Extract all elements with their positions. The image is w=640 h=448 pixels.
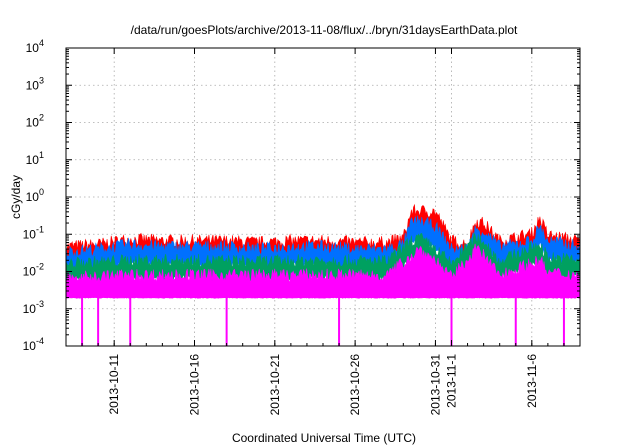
y-axis-label: cGy/day: [9, 175, 23, 219]
y-tick-label: 104: [26, 38, 44, 55]
x-tick-label: 2013-10-31: [428, 354, 442, 416]
y-tick-label: 10-3: [23, 299, 44, 316]
x-tick-label: 2013-10-11: [107, 354, 121, 415]
y-tick-label: 10-1: [23, 224, 44, 241]
x-tick-label: 2013-10-21: [268, 354, 282, 416]
x-axis-ticks: 2013-10-11 2013-10-16 2013-10-21 2013-10-26…: [81, 48, 565, 416]
x-tick-label: 2013-10-16: [188, 354, 202, 416]
x-tick-label: 2013-11-1: [445, 354, 459, 408]
series-layer: [65, 203, 581, 346]
y-tick-label: 10-2: [23, 262, 44, 279]
y-tick-label: 103: [26, 75, 44, 92]
y-tick-label: 10-4: [23, 336, 44, 353]
y-tick-label: 101: [26, 150, 44, 167]
x-tick-label: 2013-10-26: [348, 354, 362, 416]
chart-title: /data/run/goesPlots/archive/2013-11-08/f…: [131, 23, 518, 37]
y-axis-ticks: 10-4 10-3 10-2 10-1 100 101 102 103 104: [23, 38, 580, 353]
x-tick-label: 2013-11-6: [525, 354, 539, 408]
x-axis-label: Coordinated Universal Time (UTC): [232, 431, 416, 445]
y-tick-label: 102: [26, 113, 44, 130]
y-tick-label: 100: [26, 187, 44, 204]
